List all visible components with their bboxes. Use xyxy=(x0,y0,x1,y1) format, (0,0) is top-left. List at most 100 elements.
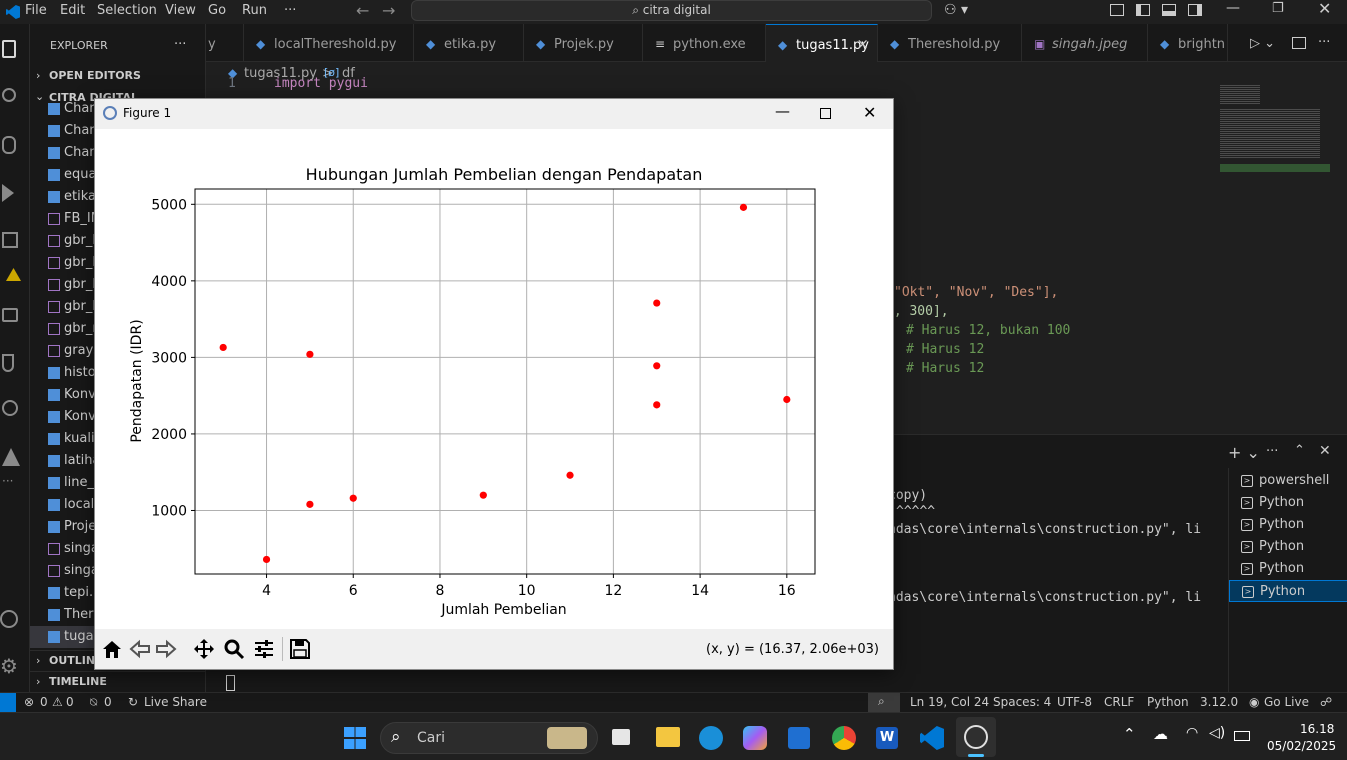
language-mode[interactable]: Python xyxy=(1147,695,1189,709)
figure-maximize-icon[interactable] xyxy=(820,108,831,119)
testing-icon[interactable] xyxy=(2,354,14,372)
vscode-taskbar-icon[interactable] xyxy=(920,726,944,750)
battery-icon[interactable] xyxy=(1234,731,1250,741)
file-item[interactable]: equa xyxy=(30,164,206,186)
live-share-icon[interactable] xyxy=(2,400,18,416)
menu-more[interactable]: ··· xyxy=(284,3,297,18)
figure-close-icon[interactable]: ✕ xyxy=(863,103,877,122)
editor-tab[interactable]: ≡ python.exe xyxy=(643,24,766,62)
file-item[interactable]: etika. xyxy=(30,186,206,208)
file-item[interactable]: There xyxy=(30,604,206,626)
terminal-instance[interactable]: > Python xyxy=(1229,558,1347,580)
encoding[interactable]: UTF-8 xyxy=(1057,695,1092,709)
close-panel-icon[interactable]: ✕ xyxy=(1319,443,1331,459)
zoom-indicator[interactable]: ⌕ xyxy=(868,693,900,712)
file-item[interactable]: kualit xyxy=(30,428,206,450)
file-item[interactable]: singa xyxy=(30,560,206,582)
copilot-icon[interactable]: ⚇ ▾ xyxy=(944,2,969,18)
file-item[interactable]: gbr_h xyxy=(30,296,206,318)
open-editors-header[interactable]: › OPEN EDITORS xyxy=(36,69,141,82)
menu-go[interactable]: Go xyxy=(208,3,227,18)
pan-icon[interactable] xyxy=(193,638,215,660)
explorer-icon[interactable] xyxy=(2,40,16,58)
editor-tab[interactable]: ◆ etika.py xyxy=(414,24,524,62)
file-item[interactable]: local xyxy=(30,494,206,516)
cursor-position[interactable]: Ln 19, Col 24 xyxy=(910,695,990,709)
back-arrow-icon[interactable] xyxy=(129,639,151,659)
run-python-icon[interactable]: ▷ ⌄ xyxy=(1250,36,1276,51)
extensions-icon[interactable] xyxy=(2,232,18,248)
editor-more-icon[interactable]: ··· xyxy=(1318,35,1331,50)
windows-start-icon[interactable] xyxy=(344,727,366,749)
minimize-icon[interactable]: — xyxy=(1226,0,1240,16)
figure-minimize-icon[interactable]: — xyxy=(775,102,790,120)
clock-time[interactable]: 16.18 xyxy=(1300,722,1335,736)
file-item[interactable]: line_c xyxy=(30,472,206,494)
notifications-icon[interactable]: ☍ xyxy=(1320,695,1333,709)
configure-subplots-icon[interactable] xyxy=(253,638,275,660)
more-views-icon[interactable]: ··· xyxy=(2,474,14,488)
file-item[interactable]: Chan xyxy=(30,142,206,164)
volume-icon[interactable]: ◁) xyxy=(1209,725,1226,741)
back-arrow-icon[interactable]: ← xyxy=(356,1,370,20)
search-view-icon[interactable] xyxy=(2,88,16,102)
layout-sidebar-icon[interactable] xyxy=(1110,4,1124,16)
new-terminal-icon[interactable]: + ⌄ xyxy=(1228,443,1260,462)
terminal-instance[interactable]: > Python xyxy=(1229,492,1347,514)
editor-tab[interactable]: ◆ localThereshold.py xyxy=(244,24,414,62)
restore-icon[interactable]: ❐ xyxy=(1272,1,1284,16)
python-version[interactable]: 3.12.0 xyxy=(1200,695,1239,709)
file-item[interactable]: histo xyxy=(30,362,206,384)
python-figure-taskbar-item[interactable] xyxy=(956,717,996,757)
toggle-secondary-sidebar-icon[interactable] xyxy=(1188,4,1202,16)
editor-tab[interactable]: ◆ brightn xyxy=(1148,24,1228,62)
file-item[interactable]: Konv xyxy=(30,406,206,428)
warning-count[interactable]: 0 xyxy=(66,695,74,709)
menu-selection[interactable]: Selection xyxy=(97,3,157,18)
editor-tab[interactable]: y xyxy=(206,24,244,62)
show-hidden-icons[interactable]: ⌃ xyxy=(1123,725,1136,743)
breadcrumb-file[interactable]: tugas11.py xyxy=(244,66,317,81)
terminal-instance[interactable]: > Python xyxy=(1229,580,1347,602)
minimap[interactable] xyxy=(1214,84,1347,434)
explorer-more-icon[interactable]: ··· xyxy=(174,37,187,52)
go-live[interactable]: Go Live xyxy=(1264,695,1309,709)
remote-indicator[interactable] xyxy=(0,693,16,712)
toggle-panel-icon[interactable] xyxy=(1162,4,1176,16)
tab-close-icon[interactable]: × xyxy=(856,35,869,53)
file-item[interactable]: gbr_n xyxy=(30,318,206,340)
menu-file[interactable]: File xyxy=(25,3,47,18)
source-control-icon[interactable] xyxy=(2,136,16,154)
breadcrumb-symbol[interactable]: df xyxy=(342,66,355,81)
account-icon[interactable] xyxy=(0,610,18,628)
terminal-instance[interactable]: > Python xyxy=(1229,536,1347,558)
command-center[interactable]: ⌕ citra digital xyxy=(411,0,932,21)
file-item[interactable]: gbr_b xyxy=(30,252,206,274)
split-editor-icon[interactable] xyxy=(1292,37,1306,49)
onedrive-icon[interactable]: ☁ xyxy=(1153,725,1168,743)
editor-tab[interactable]: ◆ Thereshold.py xyxy=(878,24,1022,62)
line-ending[interactable]: CRLF xyxy=(1104,695,1135,709)
run-debug-icon[interactable] xyxy=(2,184,14,202)
store-icon[interactable] xyxy=(788,727,810,749)
ports-count[interactable]: 0 xyxy=(104,695,112,709)
file-item[interactable]: latiha xyxy=(30,450,206,472)
terminal-instance[interactable]: > powershell xyxy=(1229,470,1347,492)
timeline-header[interactable]: › TIMELINE xyxy=(30,671,206,691)
clock-date[interactable]: 05/02/2025 xyxy=(1267,739,1337,753)
task-view-icon[interactable] xyxy=(612,729,630,745)
file-item[interactable]: grays xyxy=(30,340,206,362)
taskbar-search[interactable]: ⌕ Cari xyxy=(380,722,598,754)
copilot-app-icon[interactable] xyxy=(743,726,767,750)
live-share-status[interactable]: Live Share xyxy=(144,695,207,709)
chrome-icon[interactable] xyxy=(832,726,856,750)
edge-icon[interactable] xyxy=(699,726,723,750)
indentation[interactable]: Spaces: 4 xyxy=(993,695,1052,709)
forward-arrow-icon[interactable]: → xyxy=(382,1,396,20)
github-icon[interactable] xyxy=(2,448,20,466)
file-item[interactable]: singa xyxy=(30,538,206,560)
file-explorer-icon[interactable] xyxy=(656,727,680,747)
panel-more-icon[interactable]: ··· xyxy=(1266,444,1279,459)
forward-arrow-icon[interactable] xyxy=(155,639,177,659)
close-window-icon[interactable]: ✕ xyxy=(1318,0,1332,18)
